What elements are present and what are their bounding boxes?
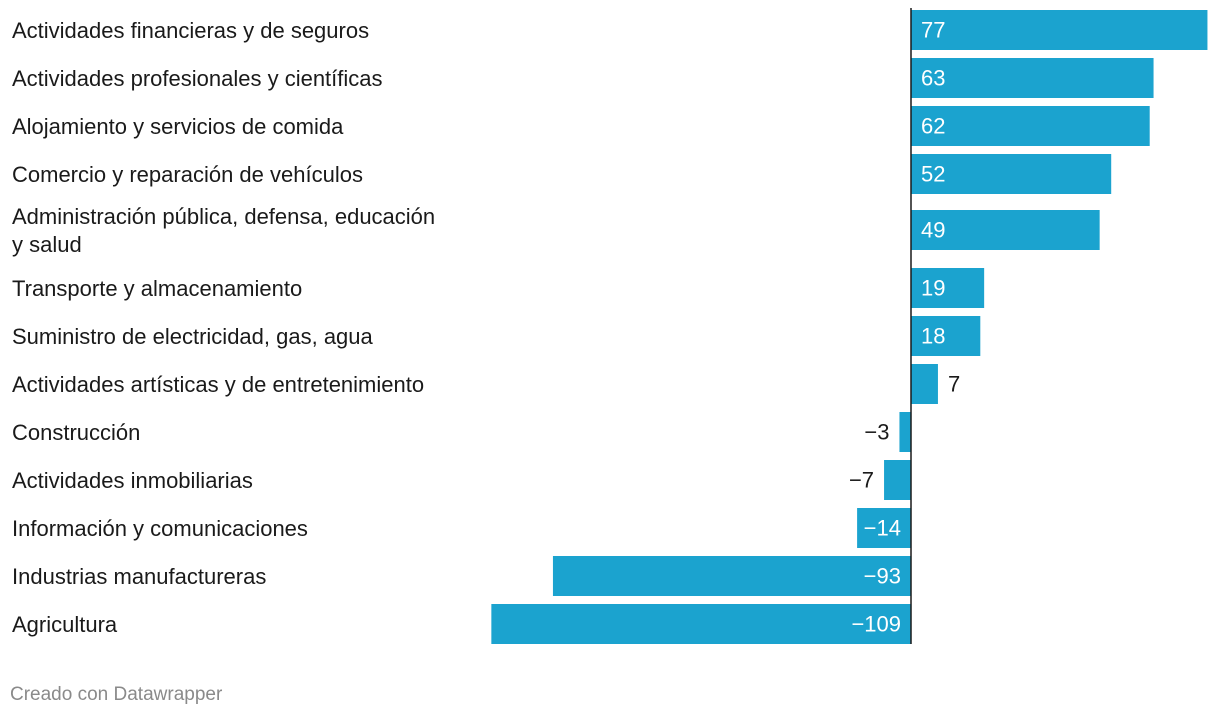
value-label: 62	[921, 114, 945, 139]
category-label: Transporte y almacenamiento	[12, 276, 302, 301]
value-label: −93	[864, 564, 901, 589]
bar	[911, 210, 1100, 250]
value-label: 63	[921, 66, 945, 91]
bar	[552, 556, 911, 596]
value-label: 49	[921, 218, 945, 243]
bar	[857, 508, 911, 548]
bar	[884, 460, 911, 500]
value-label: 19	[921, 276, 945, 301]
bar	[911, 316, 981, 356]
bar	[911, 364, 938, 404]
value-label: −3	[864, 420, 889, 445]
bar	[911, 10, 1208, 50]
category-label: Actividades artísticas y de entretenimie…	[12, 372, 424, 397]
value-label: −14	[864, 516, 901, 541]
datawrapper-credit: Creado con Datawrapper	[10, 684, 223, 705]
value-label: 52	[921, 162, 945, 187]
category-label: Actividades financieras y de seguros	[12, 18, 369, 43]
value-label: 18	[921, 324, 945, 349]
bar	[911, 268, 985, 308]
category-label: Construcción	[12, 420, 140, 445]
category-label: Actividades profesionales y científicas	[12, 66, 383, 91]
category-label: Administración pública, defensa, educaci…	[12, 204, 435, 257]
bar	[911, 154, 1112, 194]
value-label: 77	[921, 18, 945, 43]
value-label: −7	[849, 468, 874, 493]
category-label: Suministro de electricidad, gas, agua	[12, 324, 374, 349]
value-label: −109	[851, 612, 901, 637]
category-label: Agricultura	[12, 612, 118, 637]
category-label: Industrias manufactureras	[12, 564, 266, 589]
category-label: Actividades inmobiliarias	[12, 468, 253, 493]
bar	[911, 58, 1154, 98]
bar	[491, 604, 911, 644]
bar	[911, 106, 1150, 146]
bar	[899, 412, 911, 452]
category-label: Información y comunicaciones	[12, 516, 308, 541]
category-label: Alojamiento y servicios de comida	[12, 114, 344, 139]
category-label: Comercio y reparación de vehículos	[12, 162, 363, 187]
value-label: 7	[948, 372, 960, 397]
